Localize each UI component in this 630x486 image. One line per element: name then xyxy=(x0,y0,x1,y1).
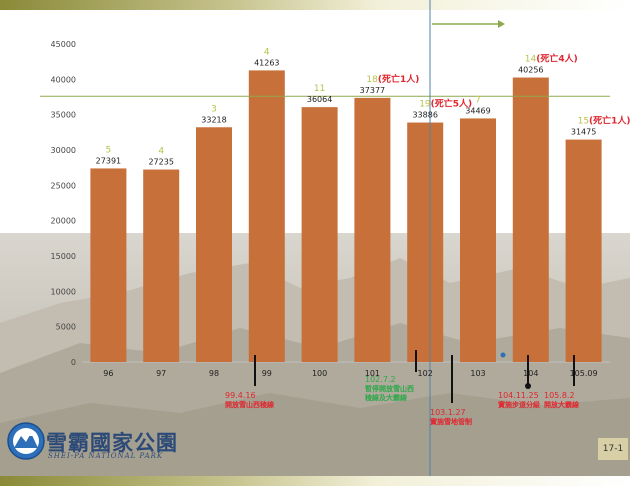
value-label-103: 34469 xyxy=(465,106,490,115)
y-tick-label: 20000 xyxy=(51,217,76,226)
count-label-102: 19(死亡5人) xyxy=(419,98,472,110)
annotation-102-line-0: 103.1.27 xyxy=(430,408,466,417)
bar-103 xyxy=(460,118,496,362)
annotation-101-line-2: 稜線及大霸線 xyxy=(365,393,407,402)
annotation-105.09-line-1: 開放大霸線 xyxy=(544,400,579,409)
top-stripe xyxy=(0,0,630,10)
count-label-96: 5 xyxy=(106,145,112,155)
x-tick-label-99: 99 xyxy=(262,369,272,378)
x-tick-label-104: 104 xyxy=(523,369,538,378)
x-tick-label-100: 100 xyxy=(312,369,327,378)
value-label-100: 36064 xyxy=(307,95,332,104)
x-tick-label-96: 96 xyxy=(103,369,113,378)
value-label-105.09: 31475 xyxy=(571,128,596,137)
bar-98 xyxy=(196,127,232,363)
bar-97 xyxy=(143,169,180,362)
bar-96 xyxy=(90,168,127,362)
value-label-101: 37377 xyxy=(360,86,385,95)
count-label-99: 4 xyxy=(264,47,270,57)
park-name: 雪霸國家公園 xyxy=(46,430,178,455)
y-tick-label: 35000 xyxy=(51,111,76,120)
value-label-96: 27391 xyxy=(96,156,121,165)
bar-100 xyxy=(301,107,338,362)
x-tick-label-103: 103 xyxy=(470,369,485,378)
bar-101 xyxy=(354,97,391,362)
y-tick-label: 5000 xyxy=(56,323,76,332)
annotation-101-line-1: 暫停開放雪山西 xyxy=(365,384,414,393)
count-label-98: 3 xyxy=(211,104,217,114)
bar-102 xyxy=(407,122,444,362)
count-label-100: 11 xyxy=(314,84,325,94)
y-tick-label: 25000 xyxy=(51,181,76,190)
bar-104 xyxy=(512,77,549,363)
x-tick-label-102: 102 xyxy=(418,369,433,378)
count-label-103: 7 xyxy=(475,95,481,105)
annotation-99-line-1: 開放雪山西稜線 xyxy=(225,400,274,409)
value-label-97: 27235 xyxy=(148,158,173,167)
annotation-105.09-line-0: 105.8.2 xyxy=(544,391,575,400)
value-label-99: 41263 xyxy=(254,58,279,67)
bar-99 xyxy=(248,70,285,362)
x-tick-label-101: 101 xyxy=(365,369,380,378)
y-tick-label: 45000 xyxy=(51,40,76,49)
annotation-99-line-0: 99.4.16 xyxy=(225,391,256,400)
annotation-104-line-1: 實施步道分級 xyxy=(498,400,541,409)
annotation-101-line-0: 102.7.2 xyxy=(365,375,396,384)
y-tick-label: 0 xyxy=(71,358,76,367)
page-number: 17-1 xyxy=(598,438,628,460)
annotation-102-line-1: 實施雪地管制 xyxy=(430,417,472,426)
count-label-105.09: 15(死亡1人) xyxy=(578,115,630,127)
bottom-stripe xyxy=(0,476,630,486)
bar-105.09 xyxy=(565,139,602,362)
count-label-104: 14(死亡4人) xyxy=(525,53,578,65)
arrow-head xyxy=(498,20,505,28)
annotation-104-line-0: 104.11.25 xyxy=(498,391,539,400)
y-tick-label: 10000 xyxy=(51,287,76,296)
count-label-101: 18(死亡1人) xyxy=(366,73,419,85)
x-tick-label-105.09: 105.09 xyxy=(570,369,598,378)
marker-dot-104 xyxy=(525,383,531,389)
x-tick-label-98: 98 xyxy=(209,369,219,378)
count-label-97: 4 xyxy=(158,147,164,157)
value-label-98: 33218 xyxy=(201,115,226,124)
value-label-104: 40256 xyxy=(518,66,543,75)
y-tick-label: 30000 xyxy=(51,146,76,155)
park-logo xyxy=(7,422,45,460)
park-name-english: SHEI-PA NATIONAL PARK xyxy=(48,452,164,460)
blue-dot xyxy=(500,352,506,358)
value-label-102: 33886 xyxy=(412,111,437,120)
y-tick-label: 40000 xyxy=(51,75,76,84)
x-tick-label-97: 97 xyxy=(156,369,166,378)
y-tick-label: 15000 xyxy=(51,252,76,261)
